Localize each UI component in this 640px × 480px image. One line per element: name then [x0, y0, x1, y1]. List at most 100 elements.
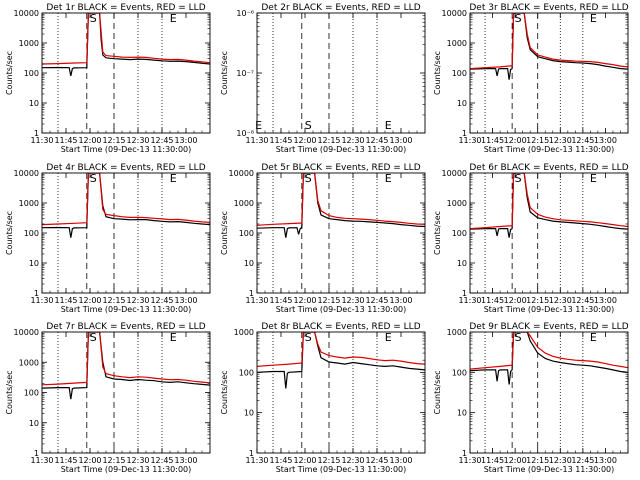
x-tick-label: 13:00 — [594, 136, 617, 145]
events-series-line — [42, 13, 210, 77]
y-tick-label: 10⁻⁷ — [236, 69, 254, 78]
panel-title: Det 8r BLACK = Events, RED = LLD — [261, 322, 420, 332]
x-tick-label: 12:30 — [341, 456, 364, 465]
x-tick-label: 11:45 — [54, 136, 77, 145]
x-tick-label: 12:15 — [102, 296, 125, 305]
y-tick-label: 1000 — [19, 358, 39, 367]
x-tick-label: 13:00 — [389, 296, 412, 305]
y-tick-label: 10 — [29, 259, 39, 268]
interval-marker: S — [305, 119, 312, 132]
y-tick-label: 10000 — [442, 9, 467, 18]
y-tick-label: 10000 — [14, 328, 39, 337]
interval-marker: S — [305, 172, 312, 185]
events-series-line — [257, 332, 425, 389]
x-axis-label: Start Time (09-Dec-13 11:30:00) — [484, 465, 615, 474]
x-tick-label: 13:00 — [594, 296, 617, 305]
x-tick-label: 12:45 — [150, 456, 173, 465]
plot-frame — [41, 12, 211, 134]
events-series-line — [42, 173, 210, 238]
x-tick-label: 12:00 — [293, 456, 316, 465]
x-tick-label: 12:15 — [102, 136, 125, 145]
x-tick-label: 13:00 — [594, 456, 617, 465]
x-tick-label: 13:00 — [174, 136, 197, 145]
y-tick-label: 10 — [244, 259, 254, 268]
y-axis-label: Counts/sec — [433, 51, 442, 95]
y-tick-label: 100 — [239, 368, 254, 377]
x-tick-label: 12:45 — [365, 456, 388, 465]
lld-series-line — [42, 13, 210, 65]
plot-frame — [41, 172, 211, 294]
interval-marker: S — [515, 331, 522, 344]
x-tick-label: 11:30 — [245, 456, 268, 465]
x-tick-label: 11:30 — [245, 296, 268, 305]
y-tick-label: 10⁻⁸ — [236, 129, 254, 138]
x-tick-label: 11:45 — [269, 136, 292, 145]
x-tick-label: 11:45 — [481, 456, 504, 465]
y-axis-label: Counts/sec — [433, 370, 442, 414]
events-series-line — [42, 332, 210, 400]
x-tick-label: 12:00 — [78, 456, 101, 465]
interval-marker: S — [90, 331, 97, 344]
x-axis-label: Start Time (09-Dec-13 11:30:00) — [61, 465, 192, 474]
y-axis-label: Counts/sec — [220, 51, 229, 95]
detector-panel: Det 2r BLACK = Events, RED = LLD E S E 11:30… — [220, 3, 426, 154]
y-tick-label: 10000 — [14, 9, 39, 18]
x-axis-label: Start Time (09-Dec-13 11:30:00) — [484, 145, 615, 154]
x-tick-label: 12:15 — [102, 456, 125, 465]
y-tick-label: 1 — [462, 129, 467, 138]
y-axis-label: Counts/sec — [5, 51, 14, 95]
panel-title: Det 1r BLACK = Events, RED = LLD — [46, 3, 205, 13]
y-axis-label: Counts/sec — [5, 370, 14, 414]
y-axis-label: Counts/sec — [5, 211, 14, 255]
y-tick-label: 1 — [462, 449, 467, 458]
y-tick-label: 1000 — [447, 328, 467, 337]
interval-marker: S — [305, 331, 312, 344]
y-tick-label: 100 — [452, 229, 467, 238]
y-tick-label: 1000 — [234, 199, 254, 208]
x-tick-label: 12:00 — [293, 136, 316, 145]
x-tick-label: 12:45 — [571, 296, 594, 305]
plot-frame — [256, 331, 426, 454]
x-tick-label: 12:30 — [126, 296, 149, 305]
lld-series-line — [470, 332, 628, 370]
x-tick-label: 12:00 — [78, 296, 101, 305]
y-tick-label: 10⁻⁶ — [236, 9, 254, 18]
x-tick-label: 11:45 — [269, 456, 292, 465]
x-tick-label: 11:45 — [54, 296, 77, 305]
x-tick-label: 12:45 — [571, 456, 594, 465]
x-tick-label: 12:45 — [150, 296, 173, 305]
interval-marker: E — [255, 119, 262, 132]
y-tick-label: 100 — [24, 69, 39, 78]
x-tick-label: 13:00 — [389, 136, 412, 145]
x-tick-label: 12:15 — [317, 456, 340, 465]
panel-title: Det 2r BLACK = Events, RED = LLD — [261, 3, 420, 13]
y-tick-label: 1 — [249, 289, 254, 298]
x-tick-label: 12:45 — [150, 136, 173, 145]
y-tick-label: 10 — [457, 99, 467, 108]
panel-title: Det 4r BLACK = Events, RED = LLD — [46, 163, 205, 173]
x-tick-label: 11:30 — [458, 136, 481, 145]
x-tick-label: 13:00 — [174, 456, 197, 465]
y-axis-label: Counts/sec — [220, 211, 229, 255]
x-tick-label: 12:00 — [504, 296, 527, 305]
x-tick-label: 12:15 — [526, 296, 549, 305]
plot-frame — [256, 172, 426, 294]
y-tick-label: 1000 — [19, 39, 39, 48]
y-tick-label: 1 — [34, 449, 39, 458]
y-tick-label: 1000 — [19, 199, 39, 208]
interval-marker: S — [515, 12, 522, 25]
panel-title: Det 3r BLACK = Events, RED = LLD — [469, 3, 628, 13]
x-tick-label: 11:45 — [54, 456, 77, 465]
interval-marker: E — [385, 172, 392, 185]
x-axis-label: Start Time (09-Dec-13 11:30:00) — [61, 145, 192, 154]
x-tick-label: 11:30 — [30, 136, 53, 145]
y-tick-label: 1 — [34, 129, 39, 138]
interval-marker: E — [590, 12, 597, 25]
x-tick-label: 11:45 — [269, 296, 292, 305]
x-tick-label: 12:30 — [549, 296, 572, 305]
interval-marker: S — [515, 172, 522, 185]
